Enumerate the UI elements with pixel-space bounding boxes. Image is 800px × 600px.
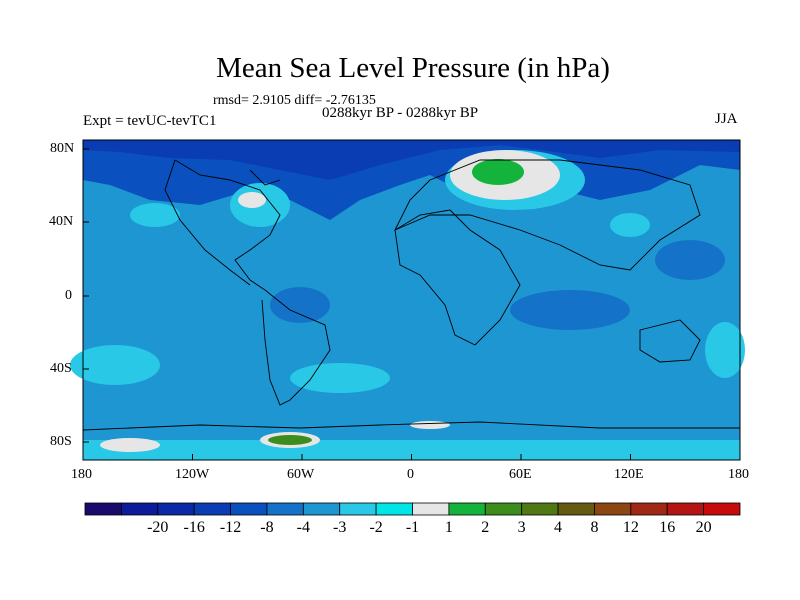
colorbar-swatch xyxy=(630,502,668,516)
colorbar-label: -20 xyxy=(147,519,169,536)
colorbar-swatch xyxy=(375,502,413,516)
colorbar-swatch xyxy=(484,502,523,516)
colorbar-label: 12 xyxy=(622,519,639,536)
lon-label-120w: 120W xyxy=(175,467,210,482)
na-west-coast xyxy=(164,159,251,286)
period-label: 0288kyr BP - 0288kyr BP xyxy=(322,105,479,121)
colorbar-swatch xyxy=(266,502,304,516)
atl-negative-patch xyxy=(270,287,330,323)
axis-ticks xyxy=(82,148,741,460)
colorbar-label: -8 xyxy=(260,519,274,536)
colorbar-swatch xyxy=(412,502,450,516)
africa-coast xyxy=(394,209,521,346)
tasman-patch xyxy=(705,322,745,378)
colorbar-label: -4 xyxy=(296,519,310,536)
chart-title: Mean Sea Level Pressure (in hPa) xyxy=(216,52,610,84)
colorbar-label: 2 xyxy=(481,519,490,536)
lat-label-40s: 40S xyxy=(50,361,72,376)
np-positive-patch xyxy=(130,203,180,227)
coastlines xyxy=(82,159,740,431)
greenland-coast xyxy=(249,169,281,186)
colorbar-label: 1 xyxy=(444,519,453,536)
lon-label-60e: 60E xyxy=(509,467,532,482)
colorbar-swatch xyxy=(666,502,705,516)
lon-label-180w: 180 xyxy=(71,467,92,482)
colorbar-label: -3 xyxy=(333,519,347,536)
lon-label-0: 0 xyxy=(407,467,414,482)
wp-negative-patch xyxy=(655,240,725,280)
stats-line: rmsd= 2.9105 diff= -2.76135 xyxy=(213,93,376,108)
colorbar-label: -2 xyxy=(369,519,383,536)
colorbar-label: -16 xyxy=(183,519,205,536)
experiment-label: Expt = tevUC-tevTC1 xyxy=(83,113,217,129)
antarctica-coast xyxy=(82,421,740,431)
antarctic-band xyxy=(83,440,740,460)
lat-label-80n: 80N xyxy=(50,141,75,156)
colorbar-swatch xyxy=(448,502,486,516)
siberia-green xyxy=(472,159,524,185)
colorbar-label: 16 xyxy=(659,519,676,536)
io-negative-patch xyxy=(510,290,630,330)
lat-label-40n: 40N xyxy=(49,214,74,229)
colorbar-swatch xyxy=(302,502,341,516)
japan-positive-patch xyxy=(610,213,650,237)
so-field xyxy=(510,372,690,408)
colorbar-swatch xyxy=(339,502,377,516)
lon-label-180e: 180 xyxy=(728,467,749,482)
lon-label-60w: 60W xyxy=(287,467,315,482)
eurasia-coast xyxy=(394,159,701,271)
weddell-green xyxy=(268,435,312,445)
lon-label-120e: 120E xyxy=(614,467,644,482)
eant-light xyxy=(410,421,450,429)
colorbar xyxy=(84,502,741,516)
colorbar-swatch xyxy=(703,502,741,516)
ross-light xyxy=(100,438,160,452)
south-america-coast xyxy=(261,289,331,406)
colorbar-swatch xyxy=(193,502,231,516)
hudson-light xyxy=(238,192,266,208)
map-panel xyxy=(70,139,745,461)
lat-label-0: 0 xyxy=(65,288,72,303)
colorbar-swatch xyxy=(594,502,632,516)
colorbar-label: 8 xyxy=(590,519,599,536)
sa-positive-patch xyxy=(290,363,390,393)
colorbar-swatch xyxy=(521,502,559,516)
lat-label-80s: 80S xyxy=(50,434,72,449)
north-america-coast xyxy=(174,159,281,291)
colorbar-swatch xyxy=(120,502,159,516)
arctic-low-region xyxy=(83,140,740,180)
colorbar-label: -12 xyxy=(219,519,242,536)
season-label: JJA xyxy=(715,111,738,127)
colorbar-swatch xyxy=(157,502,195,516)
australia-coast xyxy=(639,319,701,363)
colorbar-label: 4 xyxy=(554,519,563,536)
colorbar-swatch xyxy=(84,502,122,516)
colorbar-label: 3 xyxy=(517,519,526,536)
sp-positive-patch xyxy=(70,345,160,385)
colorbar-swatch xyxy=(230,502,268,516)
colorbar-label: 20 xyxy=(695,519,712,536)
colorbar-swatch xyxy=(557,502,595,516)
colorbar-label: -1 xyxy=(405,519,420,536)
